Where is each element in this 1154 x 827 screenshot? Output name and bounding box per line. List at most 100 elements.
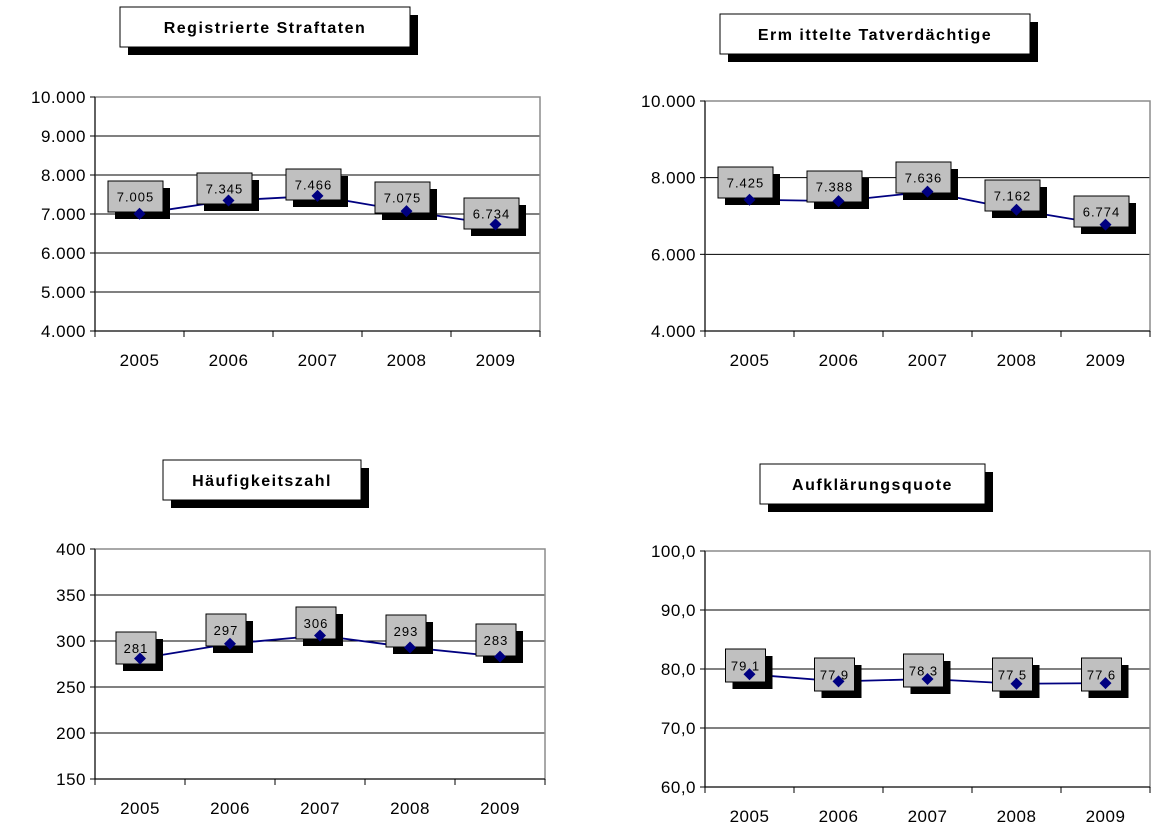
data-point — [311, 189, 324, 202]
x-tick-label: 2005 — [120, 351, 160, 370]
y-tick-label: 7.000 — [41, 205, 86, 224]
data-label: 7.636 — [905, 171, 943, 186]
data-point — [494, 650, 506, 663]
data-point — [222, 194, 235, 207]
data-point — [921, 185, 934, 198]
y-tick-label: 90,0 — [661, 601, 696, 620]
data-point — [1099, 677, 1112, 690]
y-tick-label: 4.000 — [41, 322, 86, 341]
x-tick-label: 2008 — [390, 799, 430, 818]
y-tick-label: 4.000 — [651, 322, 696, 341]
data-point — [224, 637, 236, 650]
data-label: 7.005 — [117, 190, 155, 205]
x-tick-label: 2007 — [908, 807, 948, 826]
data-point — [743, 193, 756, 206]
x-tick-label: 2006 — [819, 351, 859, 370]
x-tick-label: 2006 — [210, 799, 250, 818]
data-label: 7.466 — [295, 178, 333, 193]
data-label: 297 — [214, 623, 239, 638]
x-tick-label: 2008 — [387, 351, 427, 370]
chart-title: Registrierte Straftaten — [164, 20, 367, 37]
data-label-box — [374, 181, 431, 214]
y-tick-label: 6.000 — [41, 244, 86, 263]
y-tick-label: 250 — [56, 678, 86, 697]
data-label-box — [717, 166, 774, 199]
data-label: 283 — [484, 633, 509, 648]
data-label-box — [895, 161, 952, 194]
data-label: 293 — [394, 624, 419, 639]
data-point — [1010, 677, 1023, 690]
y-tick-label: 80,0 — [661, 660, 696, 679]
x-tick-label: 2006 — [209, 351, 249, 370]
data-label-box — [903, 653, 944, 688]
x-tick-label: 2005 — [730, 807, 770, 826]
data-label: 77,6 — [1087, 668, 1116, 683]
data-label-box — [475, 623, 517, 657]
data-label-box — [1073, 195, 1130, 228]
y-tick-label: 9.000 — [41, 127, 86, 146]
data-point — [134, 652, 146, 665]
y-tick-label: 8.000 — [651, 169, 696, 188]
title-box — [119, 6, 411, 48]
y-tick-label: 6.000 — [651, 245, 696, 264]
x-tick-label: 2009 — [476, 351, 516, 370]
data-point — [489, 218, 502, 231]
data-label-box — [205, 613, 247, 647]
data-point — [1099, 218, 1112, 231]
y-tick-label: 8.000 — [41, 166, 86, 185]
x-tick-label: 2007 — [298, 351, 338, 370]
data-label-box — [1081, 657, 1122, 692]
y-tick-label: 350 — [56, 586, 86, 605]
y-tick-label: 400 — [56, 540, 86, 559]
chart-4: 60,0 70,0 80,0 90,0 100,0 2005 2006 2007 2008 200… — [651, 463, 1151, 826]
data-label-box — [814, 657, 855, 692]
data-point — [832, 195, 845, 208]
y-tick-label: 300 — [56, 632, 86, 651]
x-tick-label: 2009 — [1086, 807, 1126, 826]
data-label-box — [984, 179, 1041, 212]
data-point — [832, 675, 845, 688]
data-label: 7.075 — [384, 191, 422, 206]
data-label: 79,1 — [731, 659, 760, 674]
x-tick-label: 2007 — [300, 799, 340, 818]
title-box — [719, 13, 1031, 55]
data-point — [1010, 203, 1023, 216]
data-label: 78,3 — [909, 664, 938, 679]
x-tick-label: 2009 — [480, 799, 520, 818]
data-label: 7.425 — [727, 176, 765, 191]
y-tick-label: 60,0 — [661, 778, 696, 797]
data-point — [400, 205, 413, 218]
x-tick-label: 2005 — [730, 351, 770, 370]
data-label: 7.162 — [994, 189, 1032, 204]
x-tick-label: 2005 — [120, 799, 160, 818]
chart-2: 4.000 6.000 8.000 10.000 2005 2006 2007 2008 200… — [641, 13, 1151, 370]
chart-title: Häufigkeitszahl — [192, 473, 332, 490]
data-label: 77,5 — [998, 668, 1027, 683]
data-point — [743, 668, 756, 681]
data-label-box — [725, 648, 766, 683]
data-label: 306 — [304, 616, 329, 631]
chart-title: Erm ittelte Tatverdächtige — [758, 27, 992, 44]
data-label: 6.734 — [473, 207, 511, 222]
data-point — [921, 673, 934, 686]
data-label: 281 — [124, 641, 149, 656]
title-box — [759, 463, 986, 505]
data-point — [314, 629, 326, 642]
x-tick-label: 2006 — [819, 807, 859, 826]
data-label: 7.388 — [816, 180, 854, 195]
x-tick-label: 2008 — [997, 807, 1037, 826]
y-tick-label: 100,0 — [651, 542, 696, 561]
y-tick-label: 10.000 — [641, 92, 696, 111]
chart-1: 4.000 5.000 6.000 7.000 8.000 9.000 10.000 2005… — [31, 6, 541, 370]
chart-3: 150 200 250 300 350 400 2005 2006 2007 2008 2009 28… — [56, 459, 546, 818]
y-tick-label: 5.000 — [41, 283, 86, 302]
x-tick-label: 2008 — [997, 351, 1037, 370]
data-label: 7.345 — [206, 182, 244, 197]
y-tick-label: 200 — [56, 724, 86, 743]
data-label-box — [806, 170, 863, 203]
data-label-box — [115, 631, 157, 665]
x-tick-label: 2007 — [908, 351, 948, 370]
data-point — [133, 207, 146, 220]
title-box — [162, 459, 362, 501]
